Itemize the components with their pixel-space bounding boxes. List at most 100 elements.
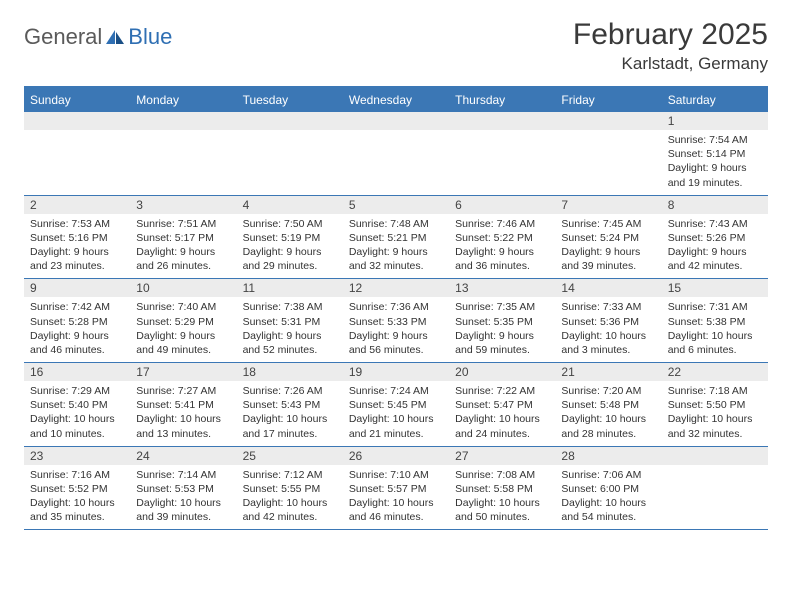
daylight-text: Daylight: 10 hours and 10 minutes. — [30, 412, 124, 440]
sunset-text: Sunset: 5:58 PM — [455, 482, 549, 496]
day-number: 10 — [130, 279, 236, 297]
logo-text-general: General — [24, 24, 102, 50]
daylight-text: Daylight: 9 hours and 32 minutes. — [349, 245, 443, 273]
day-data: Sunrise: 7:20 AMSunset: 5:48 PMDaylight:… — [555, 381, 661, 446]
sunset-text: Sunset: 5:29 PM — [136, 315, 230, 329]
sunrise-text: Sunrise: 7:06 AM — [561, 468, 655, 482]
calendar-cell: 10Sunrise: 7:40 AMSunset: 5:29 PMDayligh… — [130, 279, 236, 362]
day-number: 3 — [130, 196, 236, 214]
day-data: Sunrise: 7:31 AMSunset: 5:38 PMDaylight:… — [662, 297, 768, 362]
daylight-text: Daylight: 10 hours and 39 minutes. — [136, 496, 230, 524]
day-number: 20 — [449, 363, 555, 381]
sunset-text: Sunset: 5:33 PM — [349, 315, 443, 329]
daylight-text: Daylight: 10 hours and 21 minutes. — [349, 412, 443, 440]
day-number: 12 — [343, 279, 449, 297]
calendar-cell-blank — [662, 447, 768, 530]
sunrise-text: Sunrise: 7:38 AM — [243, 300, 337, 314]
daylight-text: Daylight: 9 hours and 56 minutes. — [349, 329, 443, 357]
day-number — [662, 447, 768, 465]
daylight-text: Daylight: 9 hours and 19 minutes. — [668, 161, 762, 189]
day-data: Sunrise: 7:18 AMSunset: 5:50 PMDaylight:… — [662, 381, 768, 446]
day-number: 1 — [662, 112, 768, 130]
sunrise-text: Sunrise: 7:43 AM — [668, 217, 762, 231]
day-number — [24, 112, 130, 130]
sunrise-text: Sunrise: 7:20 AM — [561, 384, 655, 398]
calendar-cell: 17Sunrise: 7:27 AMSunset: 5:41 PMDayligh… — [130, 363, 236, 446]
calendar-cell-blank — [130, 112, 236, 195]
day-data: Sunrise: 7:48 AMSunset: 5:21 PMDaylight:… — [343, 214, 449, 279]
sunset-text: Sunset: 5:36 PM — [561, 315, 655, 329]
day-number: 28 — [555, 447, 661, 465]
day-data: Sunrise: 7:38 AMSunset: 5:31 PMDaylight:… — [237, 297, 343, 362]
title-block: February 2025 Karlstadt, Germany — [573, 18, 768, 74]
sunset-text: Sunset: 5:28 PM — [30, 315, 124, 329]
sunset-text: Sunset: 5:31 PM — [243, 315, 337, 329]
day-number: 25 — [237, 447, 343, 465]
weeks-container: 1Sunrise: 7:54 AMSunset: 5:14 PMDaylight… — [24, 112, 768, 530]
calendar-cell: 14Sunrise: 7:33 AMSunset: 5:36 PMDayligh… — [555, 279, 661, 362]
daylight-text: Daylight: 9 hours and 49 minutes. — [136, 329, 230, 357]
day-data: Sunrise: 7:24 AMSunset: 5:45 PMDaylight:… — [343, 381, 449, 446]
day-data: Sunrise: 7:40 AMSunset: 5:29 PMDaylight:… — [130, 297, 236, 362]
calendar-cell: 13Sunrise: 7:35 AMSunset: 5:35 PMDayligh… — [449, 279, 555, 362]
day-data: Sunrise: 7:54 AMSunset: 5:14 PMDaylight:… — [662, 130, 768, 195]
sunrise-text: Sunrise: 7:14 AM — [136, 468, 230, 482]
day-data: Sunrise: 7:06 AMSunset: 6:00 PMDaylight:… — [555, 465, 661, 530]
sunset-text: Sunset: 5:48 PM — [561, 398, 655, 412]
calendar-cell: 5Sunrise: 7:48 AMSunset: 5:21 PMDaylight… — [343, 196, 449, 279]
calendar-cell: 23Sunrise: 7:16 AMSunset: 5:52 PMDayligh… — [24, 447, 130, 530]
day-data: Sunrise: 7:43 AMSunset: 5:26 PMDaylight:… — [662, 214, 768, 279]
day-data: Sunrise: 7:36 AMSunset: 5:33 PMDaylight:… — [343, 297, 449, 362]
calendar-cell: 15Sunrise: 7:31 AMSunset: 5:38 PMDayligh… — [662, 279, 768, 362]
day-number: 15 — [662, 279, 768, 297]
daylight-text: Daylight: 9 hours and 36 minutes. — [455, 245, 549, 273]
daylight-text: Daylight: 10 hours and 3 minutes. — [561, 329, 655, 357]
sunrise-text: Sunrise: 7:36 AM — [349, 300, 443, 314]
day-data: Sunrise: 7:46 AMSunset: 5:22 PMDaylight:… — [449, 214, 555, 279]
calendar-cell: 26Sunrise: 7:10 AMSunset: 5:57 PMDayligh… — [343, 447, 449, 530]
day-number: 22 — [662, 363, 768, 381]
calendar-cell: 6Sunrise: 7:46 AMSunset: 5:22 PMDaylight… — [449, 196, 555, 279]
day-number: 27 — [449, 447, 555, 465]
calendar-cell: 27Sunrise: 7:08 AMSunset: 5:58 PMDayligh… — [449, 447, 555, 530]
sunrise-text: Sunrise: 7:53 AM — [30, 217, 124, 231]
sunrise-text: Sunrise: 7:33 AM — [561, 300, 655, 314]
day-number: 5 — [343, 196, 449, 214]
sunset-text: Sunset: 5:14 PM — [668, 147, 762, 161]
daylight-text: Daylight: 9 hours and 23 minutes. — [30, 245, 124, 273]
day-number: 21 — [555, 363, 661, 381]
sunset-text: Sunset: 5:16 PM — [30, 231, 124, 245]
sunrise-text: Sunrise: 7:22 AM — [455, 384, 549, 398]
day-number: 8 — [662, 196, 768, 214]
day-data: Sunrise: 7:53 AMSunset: 5:16 PMDaylight:… — [24, 214, 130, 279]
sunset-text: Sunset: 5:38 PM — [668, 315, 762, 329]
sunset-text: Sunset: 5:41 PM — [136, 398, 230, 412]
day-number: 16 — [24, 363, 130, 381]
calendar-cell: 12Sunrise: 7:36 AMSunset: 5:33 PMDayligh… — [343, 279, 449, 362]
day-data: Sunrise: 7:51 AMSunset: 5:17 PMDaylight:… — [130, 214, 236, 279]
sunrise-text: Sunrise: 7:46 AM — [455, 217, 549, 231]
week-row: 16Sunrise: 7:29 AMSunset: 5:40 PMDayligh… — [24, 363, 768, 447]
day-data: Sunrise: 7:50 AMSunset: 5:19 PMDaylight:… — [237, 214, 343, 279]
sunset-text: Sunset: 5:22 PM — [455, 231, 549, 245]
daylight-text: Daylight: 9 hours and 59 minutes. — [455, 329, 549, 357]
header: General Blue February 2025 Karlstadt, Ge… — [24, 18, 768, 74]
sunset-text: Sunset: 5:24 PM — [561, 231, 655, 245]
logo: General Blue — [24, 18, 172, 50]
week-row: 23Sunrise: 7:16 AMSunset: 5:52 PMDayligh… — [24, 447, 768, 531]
day-number: 2 — [24, 196, 130, 214]
sunset-text: Sunset: 5:45 PM — [349, 398, 443, 412]
day-data: Sunrise: 7:33 AMSunset: 5:36 PMDaylight:… — [555, 297, 661, 362]
day-header-wednesday: Wednesday — [343, 88, 449, 112]
sunrise-text: Sunrise: 7:35 AM — [455, 300, 549, 314]
day-header-monday: Monday — [130, 88, 236, 112]
day-number: 17 — [130, 363, 236, 381]
week-row: 1Sunrise: 7:54 AMSunset: 5:14 PMDaylight… — [24, 112, 768, 196]
sunrise-text: Sunrise: 7:51 AM — [136, 217, 230, 231]
sunrise-text: Sunrise: 7:54 AM — [668, 133, 762, 147]
sunset-text: Sunset: 5:21 PM — [349, 231, 443, 245]
sunset-text: Sunset: 5:35 PM — [455, 315, 549, 329]
day-data: Sunrise: 7:22 AMSunset: 5:47 PMDaylight:… — [449, 381, 555, 446]
sunrise-text: Sunrise: 7:08 AM — [455, 468, 549, 482]
sunset-text: Sunset: 5:19 PM — [243, 231, 337, 245]
